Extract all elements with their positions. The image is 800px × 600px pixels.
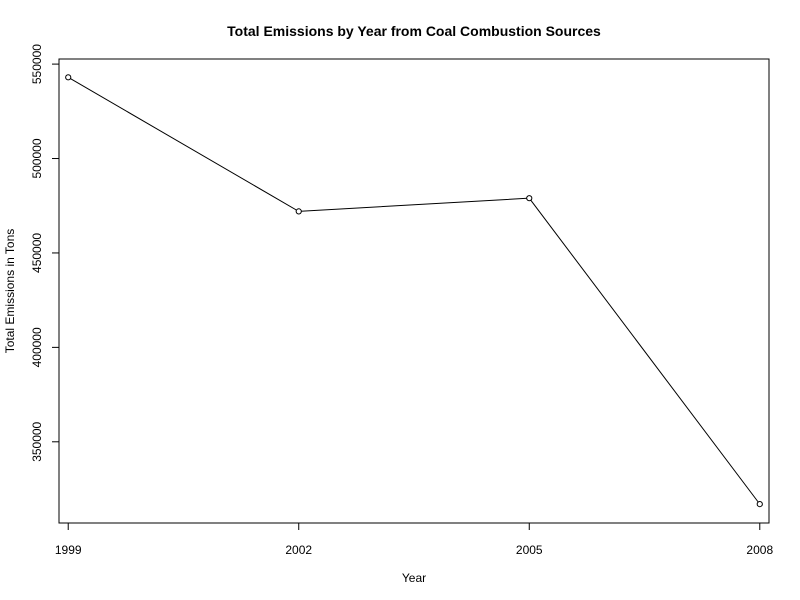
y-tick-label: 400000 bbox=[30, 327, 44, 367]
series-group bbox=[65, 74, 763, 508]
x-axis-label: Year bbox=[402, 571, 426, 585]
series-line bbox=[67, 76, 761, 505]
y-axis: 350000 400000 450000 500000 550000 bbox=[30, 44, 60, 462]
data-point bbox=[295, 208, 302, 215]
data-point bbox=[756, 501, 763, 508]
y-tick-label: 550000 bbox=[30, 44, 44, 84]
x-axis: 1999 2002 2005 2008 bbox=[55, 522, 773, 557]
y-tick-label: 500000 bbox=[30, 138, 44, 178]
y-tick-label: 350000 bbox=[30, 421, 44, 461]
x-tick-label: 2008 bbox=[746, 543, 773, 557]
x-tick-label: 1999 bbox=[55, 543, 82, 557]
y-tick-label: 450000 bbox=[30, 233, 44, 273]
y-axis-label: Total Emissions in Tons bbox=[3, 229, 17, 354]
plot-frame bbox=[58, 58, 770, 524]
x-tick-label: 2002 bbox=[285, 543, 312, 557]
chart-title: Total Emissions by Year from Coal Combus… bbox=[227, 23, 601, 39]
data-point bbox=[526, 195, 533, 202]
data-point bbox=[65, 74, 72, 81]
x-tick-label: 2005 bbox=[516, 543, 543, 557]
